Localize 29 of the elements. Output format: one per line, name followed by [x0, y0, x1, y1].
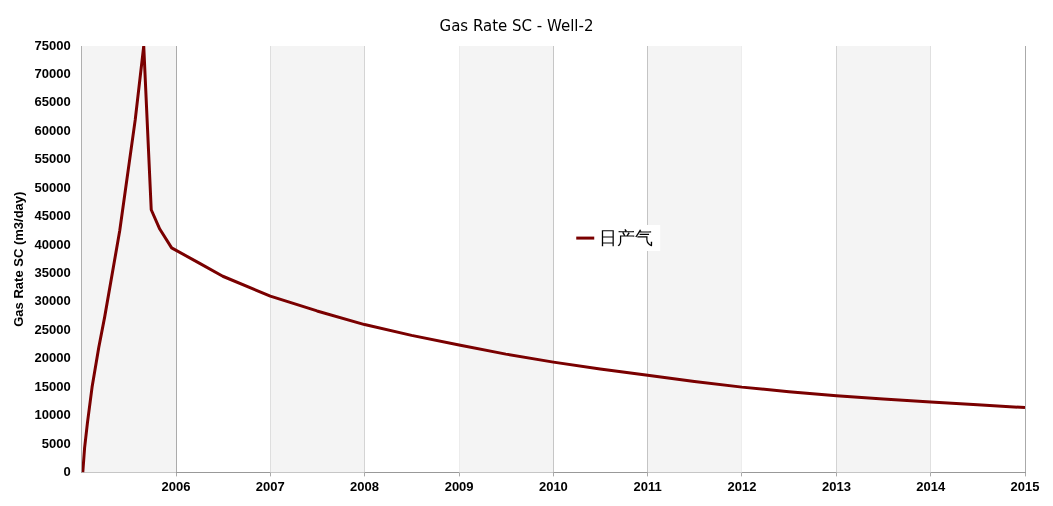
- y-tick-label: 55000: [34, 151, 71, 167]
- y-tick-label: 40000: [34, 236, 71, 252]
- y-tick-label: 70000: [34, 66, 71, 81]
- y-axis-title: Gas Rate SC (m3/day): [11, 191, 27, 327]
- x-tick-label: 2011: [633, 478, 662, 494]
- y-tick-label: 0: [63, 463, 71, 479]
- y-tick-label: 50000: [34, 179, 71, 195]
- x-tick-label: 2014: [916, 478, 946, 494]
- y-tick-label: 30000: [34, 293, 71, 309]
- x-tick-label: 2006: [161, 478, 191, 494]
- x-tick-label: 2009: [444, 478, 474, 494]
- y-tick-label: 60000: [34, 122, 71, 138]
- x-tick-label: 2015: [1010, 478, 1040, 494]
- y-tick-label: 15000: [34, 378, 71, 394]
- y-tick-label: 45000: [34, 208, 71, 224]
- y-tick-label: 5000: [41, 435, 71, 451]
- x-tick-label: 2010: [538, 478, 568, 494]
- y-tick-label: 65000: [34, 94, 71, 110]
- x-tick-label: 2008: [350, 478, 380, 494]
- y-tick-label: 35000: [34, 264, 71, 280]
- chart-title: Gas Rate SC - Well-2: [439, 16, 594, 35]
- y-tick-label: 10000: [34, 407, 71, 423]
- x-tick-label: 2013: [821, 478, 851, 494]
- legend-label: 日产气: [599, 226, 654, 248]
- y-tick-label: 20000: [34, 350, 71, 366]
- x-tick-label: 2007: [255, 478, 285, 494]
- x-tick-label: 2012: [727, 478, 757, 494]
- y-tick-label: 75000: [34, 37, 71, 53]
- y-tick-label: 25000: [34, 321, 71, 337]
